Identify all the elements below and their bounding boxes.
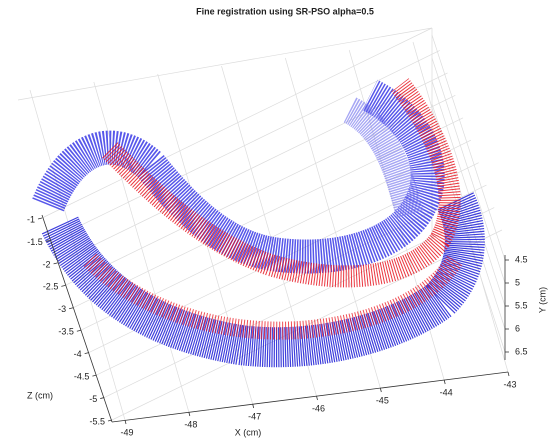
grid-line [17, 27, 433, 101]
grid-line [104, 207, 495, 398]
tick-mark [45, 240, 50, 242]
z-axis-label: Z (cm) [27, 390, 53, 400]
x-tick-label: -44 [440, 387, 453, 397]
grid-line [431, 57, 506, 284]
x-tick-label: -47 [248, 411, 261, 421]
y-axis-label: Y (cm) [537, 287, 547, 313]
x-tick-label: -46 [312, 403, 325, 413]
x-tick-label: -48 [184, 419, 197, 429]
x-tick-label: -49 [120, 427, 133, 437]
tick-mark [53, 262, 58, 265]
z-axis [41, 214, 113, 423]
blue-cloud [342, 97, 424, 219]
tick-mark [379, 387, 382, 393]
y-tick-label: 6.5 [515, 346, 528, 356]
grid-line [72, 117, 464, 309]
point-cloud [32, 78, 485, 368]
z-tick-label: -1.5 [27, 237, 43, 247]
tick-mark [100, 397, 105, 399]
y-tick-label: 5.5 [515, 300, 528, 310]
grid-line [431, 80, 506, 307]
x-axis-label: X (cm) [235, 427, 262, 437]
axes [41, 214, 509, 423]
tick-mark [252, 403, 255, 409]
grid-line [49, 50, 440, 241]
grid-line [412, 41, 509, 373]
z-tick-label: -5.5 [89, 416, 105, 426]
grid-line [29, 89, 126, 421]
tick-mark [188, 411, 191, 417]
tick-mark [507, 371, 510, 377]
z-tick-label: -1 [27, 214, 35, 224]
blue-cloud [41, 191, 485, 368]
tick-mark [76, 329, 81, 332]
red-cloud [102, 78, 461, 288]
grid-line [41, 27, 433, 219]
x-tick-label: -45 [376, 395, 389, 405]
tick-mark [37, 217, 43, 220]
tick-mark [61, 284, 66, 287]
tick-mark [443, 379, 446, 385]
grid-line [111, 229, 503, 421]
z-tick-label: -3.5 [58, 327, 74, 337]
tick-mark [107, 419, 113, 422]
grid-line [431, 34, 506, 261]
tick-mark [316, 395, 318, 401]
x-axis [111, 371, 509, 423]
z-tick-label: -2 [43, 259, 51, 269]
z-tick-label: -3 [58, 304, 66, 314]
z-tick-label: -2.5 [43, 282, 59, 292]
y-tick-label: 4.5 [515, 254, 528, 264]
red-cloud [83, 253, 463, 340]
tick-mark [124, 419, 127, 425]
z-tick-label: -4 [74, 349, 82, 359]
tick-mark [69, 307, 74, 310]
y-tick-label: 5 [515, 277, 520, 287]
z-tick-label: -4.5 [74, 371, 90, 381]
y-tick-label: 6 [515, 323, 520, 333]
tick-mark [84, 352, 89, 355]
z-tick-label: -5 [89, 394, 97, 404]
grid-line [284, 57, 381, 389]
x-tick-label: -43 [503, 379, 516, 389]
chart-title: Fine registration using SR-PSO alpha=0.5 [196, 6, 374, 16]
tick-mark [92, 374, 97, 377]
